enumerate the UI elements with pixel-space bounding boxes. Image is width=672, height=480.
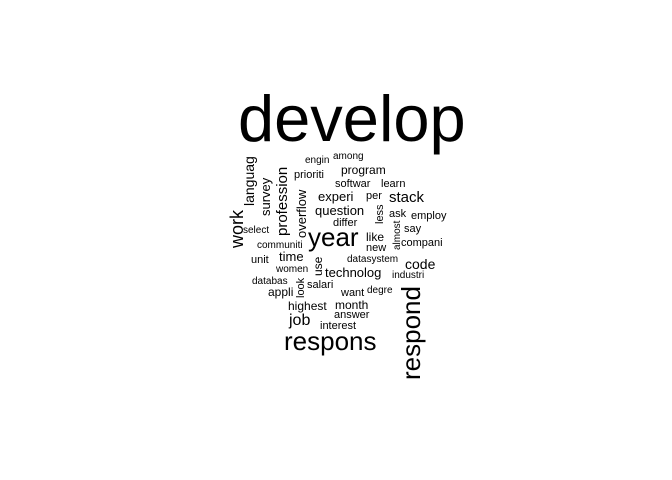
word-datasystem: datasystem (347, 254, 399, 265)
word-differ: differ (333, 217, 358, 229)
word-stack: stack (389, 189, 425, 206)
word-among: among (333, 151, 364, 162)
word-employ: employ (411, 210, 447, 222)
word-select: select (243, 225, 270, 236)
word-code: code (405, 256, 436, 272)
word-less: less (374, 204, 386, 224)
word-month: month (335, 298, 369, 312)
word-respond: respond (396, 286, 426, 380)
word-want: want (341, 287, 365, 299)
word-prioriti: prioriti (294, 169, 324, 181)
word-program: program (341, 163, 386, 177)
word-profession: profession (274, 166, 291, 236)
word-respons: respons (284, 326, 377, 356)
word-almost: almost (392, 220, 403, 250)
word-engin: engin (305, 155, 330, 166)
word-look: look (295, 277, 307, 298)
word-compani: compani (401, 237, 443, 249)
word-appli: appli (268, 285, 294, 299)
word-databas: databas (252, 276, 288, 287)
word-question: question (315, 203, 365, 218)
word-use: use (311, 256, 325, 276)
word-new: new (366, 242, 387, 254)
word-ask: ask (389, 208, 407, 220)
word-industri: industri (392, 270, 425, 281)
word-say: say (404, 223, 422, 235)
word-job: job (289, 312, 311, 329)
word-learn: learn (381, 178, 406, 190)
word-unit: unit (251, 254, 269, 266)
word-degre: degre (367, 285, 393, 296)
word-technolog: technolog (325, 265, 382, 280)
word-overflow: overflow (294, 189, 309, 238)
word-interest: interest (320, 320, 357, 332)
word-time: time (279, 249, 304, 264)
word-communiti: communiti (257, 240, 303, 251)
word-languag: languag (241, 156, 257, 206)
word-experi: experi (318, 189, 354, 204)
word-work: work (227, 209, 247, 248)
word-softwar: softwar (335, 178, 371, 190)
word-answer: answer (334, 309, 370, 321)
word-women: women (276, 264, 309, 275)
word-survey: survey (258, 177, 273, 216)
word-per: per (366, 190, 382, 202)
word-develop: develop (238, 82, 466, 155)
word-highest: highest (288, 299, 327, 313)
word-like: like (366, 230, 385, 244)
word-year: year (308, 222, 359, 252)
word-salari: salari (307, 279, 334, 291)
